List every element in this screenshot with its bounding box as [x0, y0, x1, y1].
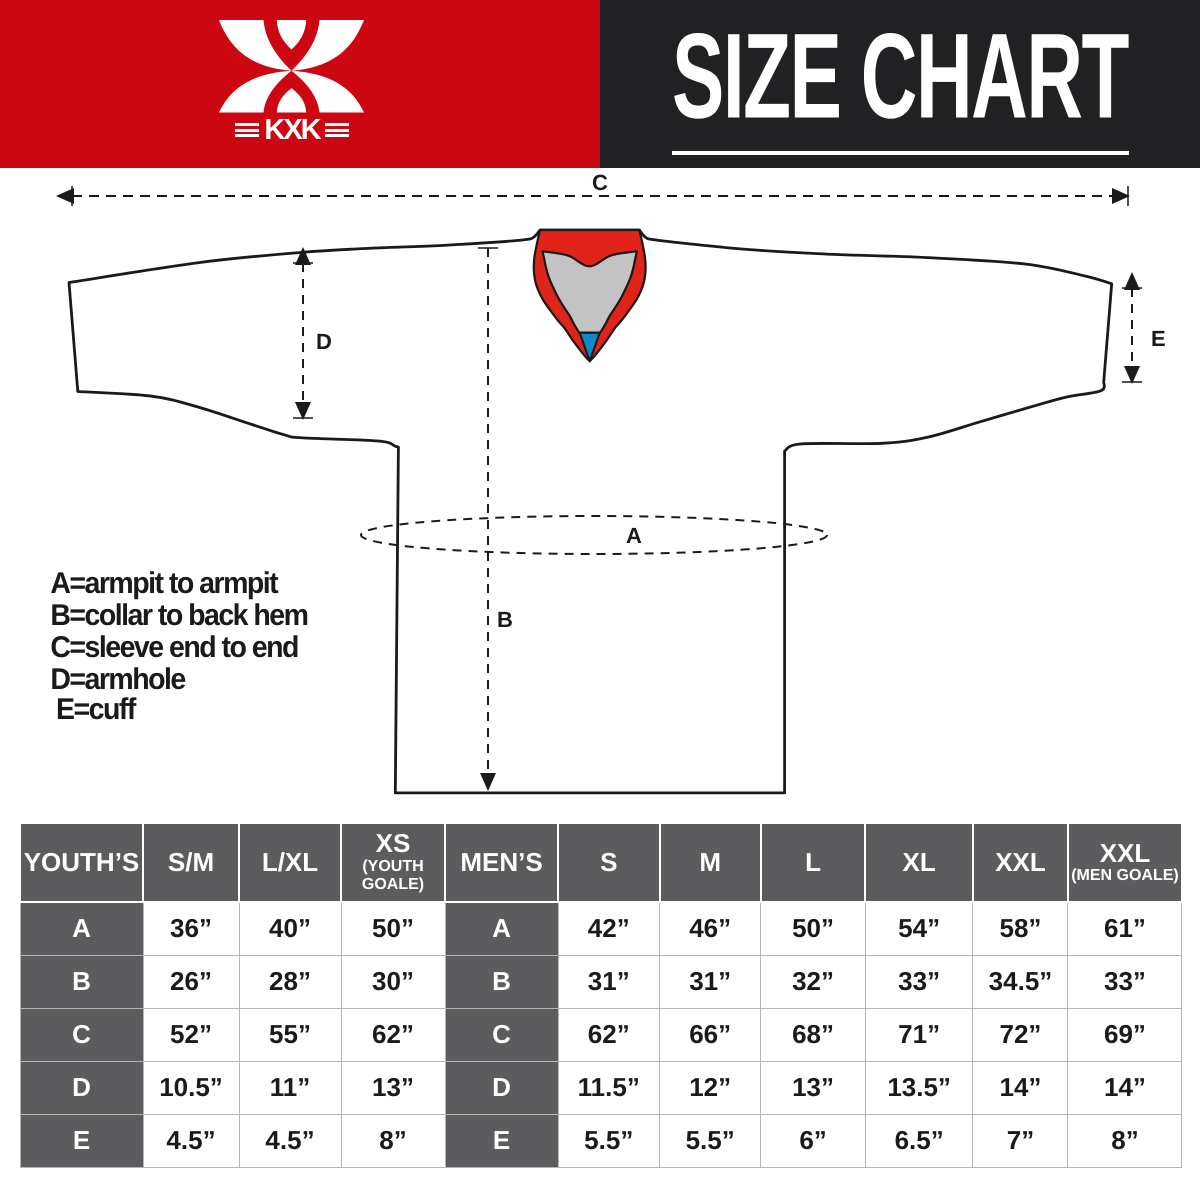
svg-text:B: B [497, 607, 513, 632]
svg-text:C=sleeve end to end: C=sleeve end to end [50, 631, 298, 664]
svg-text:E=cuff: E=cuff [56, 693, 137, 726]
svg-text:E: E [1151, 326, 1166, 351]
svg-text:D=armhole: D=armhole [50, 663, 185, 696]
svg-text:B=collar to back hem: B=collar to back hem [50, 599, 307, 632]
svg-text:A: A [626, 523, 642, 548]
svg-text:C: C [592, 170, 608, 195]
svg-text:D: D [316, 329, 332, 354]
svg-text:A=armpit to armpit: A=armpit to armpit [50, 567, 278, 600]
